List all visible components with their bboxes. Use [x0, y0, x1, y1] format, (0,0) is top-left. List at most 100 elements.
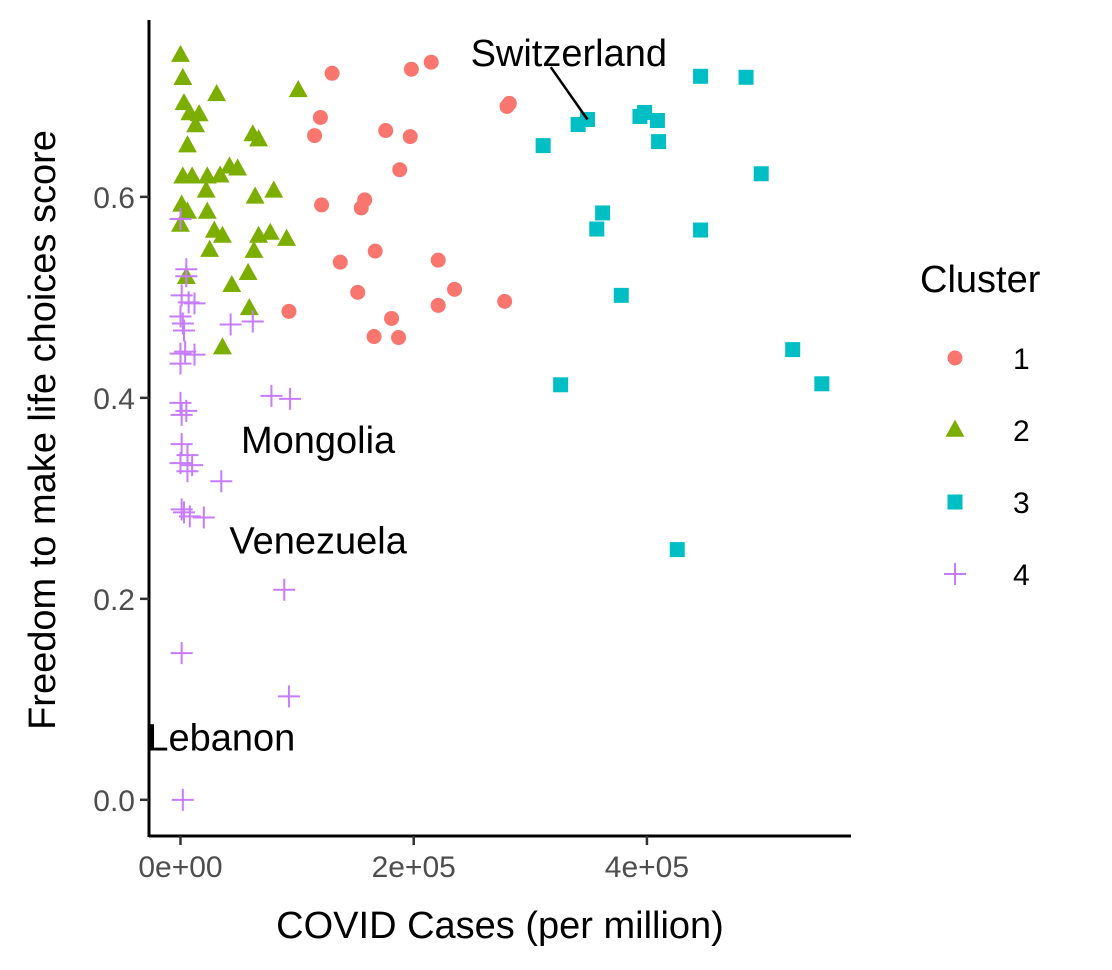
data-point-cluster-2 — [249, 129, 269, 147]
data-point-cluster-4 — [279, 387, 302, 410]
data-point-cluster-2 — [264, 180, 284, 198]
annotation-leader-line — [549, 66, 589, 121]
data-point-cluster-2 — [260, 222, 280, 240]
data-point-cluster-3 — [595, 205, 611, 221]
data-point-cluster-1 — [447, 281, 463, 297]
legend-label: 4 — [1013, 559, 1030, 592]
data-point-cluster-2 — [213, 225, 232, 243]
data-point-cluster-1 — [402, 129, 418, 145]
data-point-cluster-1 — [332, 254, 348, 270]
axes-layer — [147, 20, 851, 838]
data-point-cluster-1 — [353, 200, 369, 216]
legend: Cluster 1 2 3 4 — [920, 259, 1041, 592]
annotation-label: Mongolia — [241, 420, 396, 462]
data-point-cluster-3 — [669, 542, 685, 558]
data-point-cluster-3 — [535, 138, 551, 154]
data-point-cluster-3 — [738, 69, 754, 85]
data-point-cluster-1 — [384, 310, 400, 326]
legend-title: Cluster — [920, 259, 1041, 301]
data-point-cluster-2 — [200, 239, 220, 257]
data-point-cluster-1 — [430, 252, 446, 268]
data-point-cluster-1 — [378, 123, 394, 139]
data-point-cluster-2 — [182, 166, 202, 184]
data-point-cluster-4 — [219, 313, 242, 336]
data-point-cluster-4 — [183, 343, 206, 366]
data-point-cluster-2 — [173, 67, 193, 86]
data-point-cluster-4 — [171, 788, 194, 811]
data-point-cluster-4 — [181, 454, 204, 477]
data-point-cluster-4 — [183, 292, 206, 315]
data-point-cluster-4 — [210, 470, 233, 493]
data-point-cluster-2 — [228, 158, 248, 176]
data-point-cluster-4 — [177, 291, 200, 314]
data-point-cluster-2 — [207, 84, 227, 102]
data-point-cluster-3 — [589, 221, 605, 237]
data-point-cluster-4 — [176, 460, 199, 483]
data-point-cluster-3 — [651, 134, 667, 150]
data-point-cluster-3 — [753, 166, 769, 182]
annotation-label: Venezuela — [229, 521, 407, 563]
data-point-cluster-3 — [785, 342, 801, 358]
data-point-cluster-1 — [350, 284, 366, 300]
points-layer — [169, 44, 830, 811]
data-point-cluster-3 — [649, 112, 665, 128]
legend-key-4 — [944, 563, 966, 585]
data-point-cluster-2 — [238, 262, 258, 280]
data-point-cluster-2 — [245, 186, 265, 204]
data-point-cluster-4 — [241, 310, 264, 333]
x-axis-title: COVID Cases (per million) — [276, 905, 724, 947]
data-point-cluster-1 — [392, 162, 408, 178]
y-tick-label: 0.4 — [93, 383, 135, 416]
legend-key-3 — [947, 494, 963, 510]
x-tick-label: 2e+05 — [372, 851, 456, 884]
y-tick-label: 0.0 — [93, 785, 135, 818]
data-point-cluster-4 — [169, 207, 192, 230]
data-point-cluster-4 — [170, 433, 193, 456]
legend-label: 3 — [1013, 487, 1030, 520]
data-point-cluster-2 — [244, 240, 264, 258]
data-point-cluster-2 — [178, 201, 197, 219]
data-point-cluster-2 — [239, 298, 259, 316]
data-point-cluster-4 — [175, 265, 198, 288]
data-point-cluster-4 — [277, 685, 300, 708]
annotation-label: Lebanon — [147, 718, 295, 760]
annotation-label: Switzerland — [471, 33, 667, 75]
ticks-layer: 0e+00 2e+05 4e+05 0.0 0.2 0.4 0.6 — [93, 182, 689, 884]
data-point-cluster-3 — [693, 68, 709, 84]
data-point-cluster-2 — [213, 337, 232, 355]
data-point-cluster-2 — [171, 44, 190, 62]
data-point-cluster-4 — [170, 403, 193, 426]
data-point-cluster-4 — [175, 399, 198, 422]
annotation-layer: Switzerland Mongolia Venezuela Lebanon — [147, 33, 667, 759]
data-point-cluster-1 — [281, 303, 297, 319]
data-point-cluster-2 — [178, 135, 197, 153]
data-point-cluster-4 — [273, 578, 296, 601]
data-point-cluster-4 — [169, 352, 192, 375]
data-point-cluster-2 — [288, 79, 308, 98]
data-point-cluster-2 — [196, 180, 216, 198]
data-point-cluster-2 — [186, 115, 206, 133]
data-point-cluster-1 — [307, 128, 323, 144]
data-point-cluster-2 — [222, 274, 242, 293]
data-point-cluster-3 — [613, 287, 629, 303]
data-point-cluster-1 — [367, 243, 383, 259]
data-point-cluster-2 — [197, 166, 217, 184]
x-tick-label: 0e+00 — [138, 851, 222, 884]
legend-key-1 — [947, 350, 963, 366]
data-point-cluster-3 — [637, 104, 653, 120]
legend-label: 2 — [1013, 415, 1030, 448]
data-point-cluster-2 — [277, 228, 297, 246]
data-point-cluster-4 — [170, 642, 193, 665]
data-point-cluster-1 — [314, 197, 330, 213]
data-point-cluster-4 — [260, 384, 283, 407]
data-point-cluster-2 — [249, 225, 269, 243]
legend-key-2 — [945, 419, 965, 437]
data-point-cluster-1 — [391, 330, 407, 346]
legend-label: 1 — [1013, 343, 1030, 376]
data-point-cluster-3 — [553, 377, 569, 393]
data-point-cluster-1 — [497, 293, 513, 309]
data-point-cluster-3 — [693, 222, 709, 238]
data-point-cluster-2 — [197, 201, 217, 219]
data-point-cluster-2 — [210, 165, 230, 183]
data-point-cluster-2 — [189, 104, 209, 122]
